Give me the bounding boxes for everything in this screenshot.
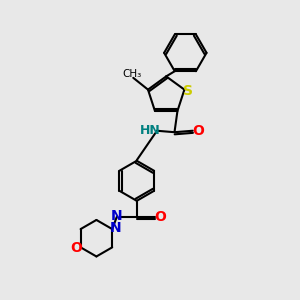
Text: N: N [111, 209, 122, 224]
Text: HN: HN [140, 124, 161, 137]
Text: CH₃: CH₃ [122, 69, 141, 79]
Text: O: O [192, 124, 204, 138]
Text: O: O [70, 241, 83, 255]
Text: N: N [110, 221, 122, 236]
Text: S: S [183, 84, 193, 98]
Text: O: O [154, 210, 166, 224]
